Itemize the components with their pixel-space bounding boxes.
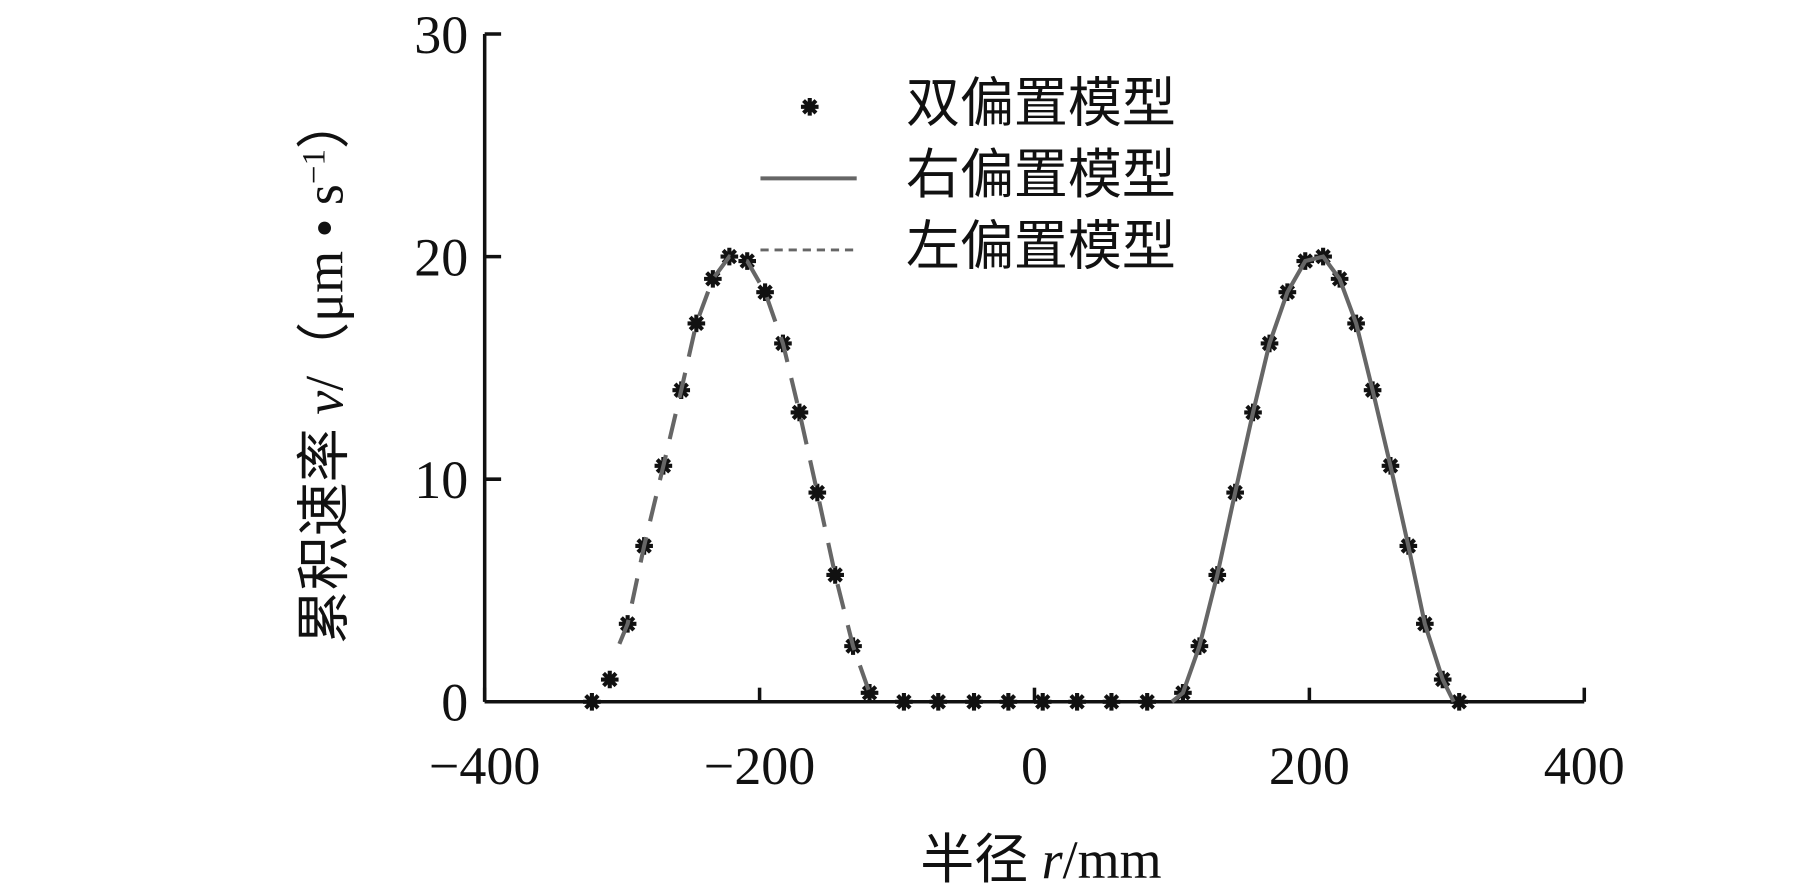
legend-label: 右偏置模型 [906, 145, 1176, 205]
data-point [790, 403, 809, 422]
x-tick-label: −400 [429, 736, 540, 796]
data-point [895, 692, 913, 711]
y-tick-label: 0 [441, 673, 468, 733]
y-tick-label: 10 [414, 450, 468, 510]
data-point [999, 692, 1018, 711]
y-label-part: v [295, 391, 355, 415]
data-point [860, 684, 879, 702]
y-axis-label: 累积速率 v/（μm • s−1） [295, 95, 355, 644]
data-point [756, 283, 774, 302]
y-label-part: −1 [297, 149, 333, 184]
data-point [808, 483, 827, 502]
x-tick-label: 200 [1269, 736, 1350, 796]
data-point [600, 670, 619, 689]
data-point [1033, 692, 1052, 711]
x-axis-label: 半径 r/mm [920, 830, 1161, 890]
data-point [826, 566, 844, 584]
x-tick-label: 400 [1544, 736, 1625, 796]
data-point [965, 692, 983, 711]
y-tick-label: 20 [414, 227, 468, 287]
y-label-part: 累积速率 [295, 415, 355, 644]
legend-label: 双偏置模型 [906, 74, 1176, 134]
data-point [687, 314, 706, 333]
y-label-part: ） [295, 95, 355, 149]
data-point [929, 692, 948, 711]
x-tick-label: 0 [1021, 736, 1048, 796]
data-point [583, 692, 601, 711]
data-point [704, 270, 722, 288]
data-point [1102, 692, 1121, 711]
data-point [1450, 692, 1469, 711]
x-tick-label: −200 [704, 736, 815, 796]
legend-label: 左偏置模型 [906, 217, 1176, 277]
x-label-part: /mm [1063, 830, 1162, 890]
x-label-part: 半径 [920, 830, 1041, 890]
x-label-part: r [1042, 830, 1064, 890]
series-line [617, 254, 879, 704]
series-line [1170, 254, 1456, 704]
legend-marker [800, 97, 819, 116]
data-point [1068, 692, 1086, 711]
y-tick-label: 30 [414, 5, 468, 65]
data-point [1138, 692, 1156, 711]
y-label-part: /（μm • s [295, 184, 355, 391]
